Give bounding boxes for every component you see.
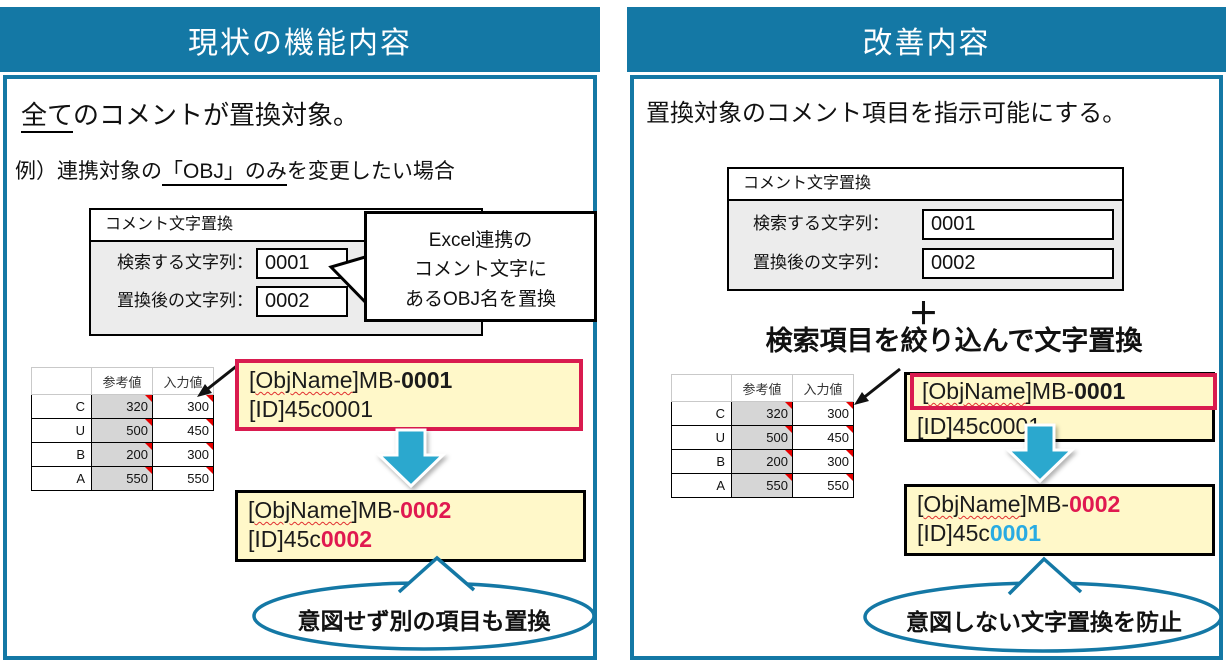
down-arrow-icon	[1004, 423, 1076, 484]
result-bubble-text: 意図しない文字置換を防止	[906, 609, 1182, 635]
replace-input[interactable]: 0002	[256, 286, 348, 317]
comment-marker-icon	[206, 395, 213, 402]
excel-callout: Excel連携の コメント文字に あるOBJ名を置換	[364, 211, 597, 322]
table-header-row: 参考値 入力値	[671, 374, 854, 402]
result-bubble	[252, 555, 596, 651]
excel-table: 参考値 入力値 C 320 300 U 500 450 B 200 300	[671, 374, 854, 498]
comment-marker-icon	[785, 450, 792, 457]
pointer-arrow-icon	[854, 367, 901, 405]
replace-input[interactable]: 0002	[922, 248, 1114, 279]
comment-marker-icon	[785, 426, 792, 433]
comment-marker-icon	[785, 474, 792, 481]
table-row: C 320 300	[671, 401, 854, 426]
replace-label: 置換後の文字列：	[117, 291, 253, 310]
result-bubble-text: 意図せず別の項目も置換	[297, 608, 551, 634]
comment-marker-icon	[206, 419, 213, 426]
result-bubble	[863, 556, 1223, 653]
replace-dialog: コメント文字置換 検索する文字列： 0001 置換後の文字列： 0002	[727, 167, 1124, 291]
comment-marker-icon	[846, 474, 853, 481]
table-row: U 500 450	[31, 418, 214, 443]
emphasis-text: 検索項目を絞り込んで文字置換	[765, 326, 1143, 356]
table-row: A 550 550	[671, 473, 854, 498]
left-panel-header: 現状の機能内容	[0, 7, 600, 72]
right-headline: 置換対象のコメント項目を指示可能にする。	[646, 100, 1127, 127]
comment-marker-icon	[846, 450, 853, 457]
left-example: 例）連携対象の「OBJ」のみを変更したい場合	[15, 155, 455, 186]
comment-marker-icon	[206, 443, 213, 450]
right-panel-body: 置換対象のコメント項目を指示可能にする。 コメント文字置換 検索する文字列： 0…	[630, 75, 1223, 660]
replace-label: 置換後の文字列：	[753, 253, 889, 272]
left-panel-title: 現状の機能内容	[188, 26, 412, 60]
dialog-title: コメント文字置換	[729, 169, 1122, 201]
comment-marker-icon	[145, 467, 152, 474]
table-row: B 200 300	[31, 442, 214, 467]
comment-marker-icon	[145, 443, 152, 450]
table-row: U 500 450	[671, 425, 854, 450]
search-label: 検索する文字列：	[753, 214, 889, 233]
search-input[interactable]: 0001	[922, 209, 1114, 240]
left-panel-body: 全てのコメントが置換対象。 例）連携対象の「OBJ」のみを変更したい場合 コメン…	[3, 75, 597, 660]
comment-marker-icon	[206, 467, 213, 474]
comment-after-box: [ObjName]MB-0002 [ID]45c0002	[235, 490, 586, 562]
callout-tail	[328, 253, 373, 311]
comment-marker-icon	[846, 426, 853, 433]
search-input[interactable]: 0001	[256, 248, 348, 279]
left-panel: 現状の機能内容 全てのコメントが置換対象。 例）連携対象の「OBJ」のみを変更し…	[0, 7, 600, 660]
right-panel: 改善内容 置換対象のコメント項目を指示可能にする。 コメント文字置換 検索する文…	[627, 7, 1226, 660]
table-row: A 550 550	[31, 466, 214, 491]
left-headline: 全てのコメントが置換対象。	[21, 95, 359, 133]
down-arrow-icon	[375, 428, 447, 489]
right-panel-title: 改善内容	[862, 26, 991, 60]
right-panel-header: 改善内容	[627, 7, 1226, 72]
comment-after-box: [ObjName]MB-0002 [ID]45c0001	[904, 484, 1215, 556]
table-row: B 200 300	[671, 449, 854, 474]
plus-sign: ＋	[908, 298, 939, 331]
comment-before-box: [ObjName]MB-0001 [ID]45c0001	[235, 359, 583, 431]
comment-marker-icon	[145, 395, 152, 402]
excel-table: 参考値 入力値 C 320 300 U 500 450 B 200 300	[31, 367, 214, 491]
table-row: C 320 300	[31, 394, 214, 419]
comment-marker-icon	[145, 419, 152, 426]
comment-marker-icon	[785, 402, 792, 409]
comment-before-box: [ObjName]MB-0001 [ID]45c0001	[904, 372, 1217, 442]
table-header-row: 参考値 入力値	[31, 367, 214, 395]
comment-marker-icon	[846, 402, 853, 409]
search-label: 検索する文字列：	[117, 253, 253, 272]
